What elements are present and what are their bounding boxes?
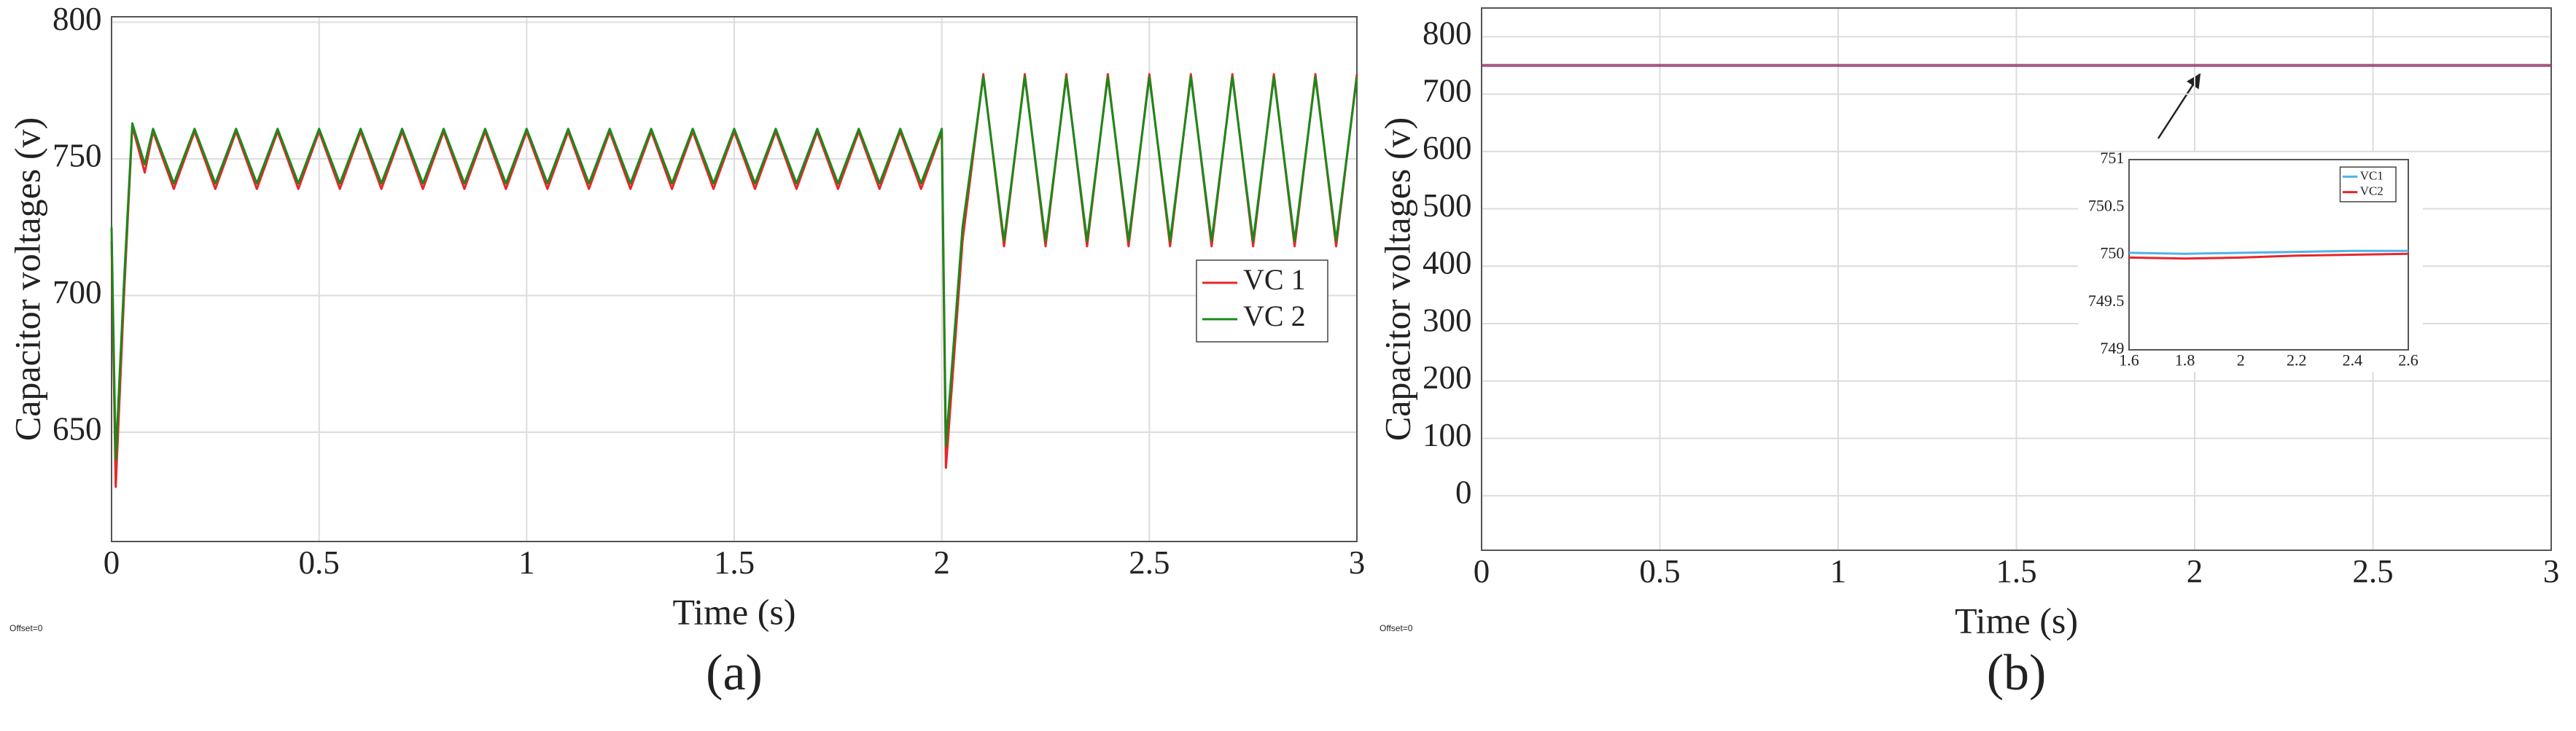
x-tick-label: 0 (104, 544, 120, 581)
x-tick-label: 2.5 (2352, 553, 2393, 590)
y-tick-label: 800 (52, 1, 102, 37)
y-axis-label: Capacitor voltages (v) (7, 117, 47, 441)
series-line (110, 76, 1358, 461)
x-tick-label: 2.6 (2398, 351, 2419, 370)
y-axis-label: Capacitor voltages (v) (1377, 117, 1417, 441)
plot-frame (1481, 7, 2552, 551)
legend-label: VC2 (2360, 184, 2384, 198)
y-tick-label: 800 (1423, 15, 1472, 52)
x-tick-label: 0.5 (1639, 553, 1680, 590)
x-tick-label: 1 (1830, 553, 1847, 590)
x-tick-label: 1 (518, 544, 535, 581)
y-tick-label: 650 (52, 410, 102, 447)
annotation: Offset=0 (9, 623, 43, 633)
y-tick-label: 200 (1423, 359, 1472, 396)
y-tick-label: 749.5 (2088, 292, 2125, 310)
x-axis-label: Time (s) (1955, 600, 2078, 641)
x-tick-label: 2.4 (2343, 351, 2363, 370)
x-tick-label: 0 (1474, 553, 1490, 590)
y-tick-label: 700 (1423, 72, 1472, 109)
x-tick-label: 2 (2237, 351, 2245, 370)
x-tick-label: 3 (1349, 544, 1366, 581)
annotation: Offset=0 (1380, 623, 1413, 633)
panel-label: (a) (706, 645, 763, 701)
legend-label: VC 1 (1243, 263, 1306, 296)
y-tick-label: 500 (1423, 187, 1472, 224)
legend-label: VC1 (2360, 168, 2384, 182)
panel-label: (b) (1987, 645, 2047, 701)
x-tick-label: 2.2 (2287, 351, 2307, 370)
x-tick-label: 0.5 (299, 544, 340, 581)
x-tick-label: 1.8 (2175, 351, 2195, 370)
x-tick-label: 2 (933, 544, 950, 581)
x-tick-label: 2.5 (1129, 544, 1170, 581)
x-tick-label: 1.6 (2119, 351, 2139, 370)
legend-label: VC 2 (1243, 300, 1306, 332)
series-line (2128, 252, 2409, 260)
y-tick-label: 0 (1455, 474, 1472, 511)
y-tick-label: 751 (2100, 149, 2124, 167)
y-tick-label: 750.5 (2088, 196, 2125, 214)
x-axis-label: Time (s) (672, 591, 795, 632)
y-tick-label: 750 (52, 137, 102, 173)
x-tick-label: 1.5 (1996, 553, 2036, 590)
y-tick-label: 400 (1423, 245, 1472, 281)
legend-box (2339, 166, 2397, 203)
x-tick-label: 2 (2187, 553, 2203, 590)
y-tick-label: 749 (2100, 339, 2124, 357)
y-tick-label: 700 (52, 274, 102, 310)
legend-box (1196, 259, 1328, 343)
y-tick-label: 100 (1423, 417, 1472, 453)
x-tick-label: 3 (2543, 553, 2560, 590)
y-tick-label: 750 (2100, 244, 2124, 262)
y-tick-label: 600 (1423, 130, 1472, 166)
arrow (2157, 73, 2201, 139)
series-line (2128, 249, 2408, 255)
x-tick-label: 1.5 (714, 544, 755, 581)
y-tick-label: 300 (1423, 302, 1472, 338)
